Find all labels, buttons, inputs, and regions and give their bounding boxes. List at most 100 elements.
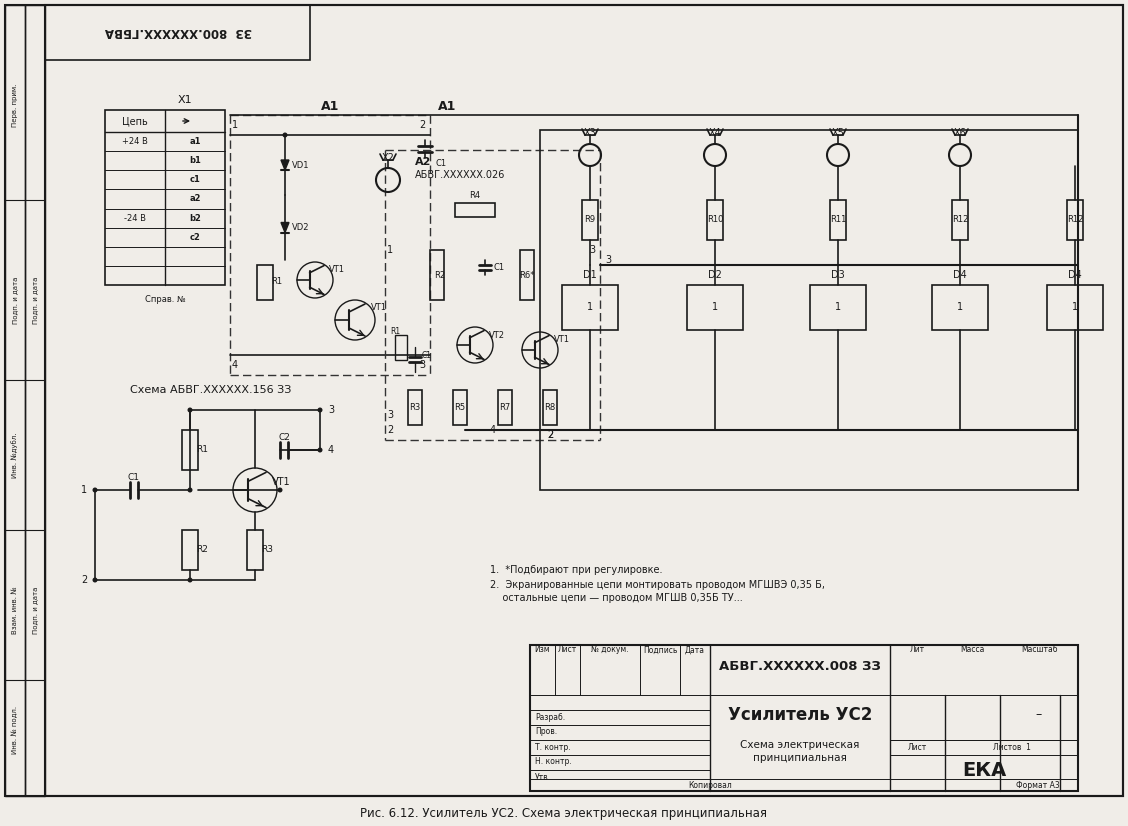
Text: Листов  1: Листов 1 xyxy=(993,743,1031,752)
Text: Разраб.: Разраб. xyxy=(535,713,565,721)
Bar xyxy=(952,200,968,240)
Bar xyxy=(408,390,422,425)
Text: 3: 3 xyxy=(589,245,596,255)
Text: R2: R2 xyxy=(196,545,208,554)
Bar xyxy=(520,250,534,300)
Text: D3: D3 xyxy=(831,270,845,280)
Circle shape xyxy=(187,407,193,412)
Circle shape xyxy=(187,487,193,492)
Bar xyxy=(257,265,273,300)
Text: остальные цепи — проводом МГШВ 0,35Б ТУ...: остальные цепи — проводом МГШВ 0,35Б ТУ.… xyxy=(490,593,742,603)
Circle shape xyxy=(317,448,323,453)
Bar xyxy=(582,200,598,240)
Text: Подп. и дата: Подп. и дата xyxy=(12,277,18,324)
Bar xyxy=(543,390,557,425)
Circle shape xyxy=(187,577,193,582)
Text: Масштаб: Масштаб xyxy=(1021,645,1057,654)
Text: VT1: VT1 xyxy=(371,303,387,312)
Text: C2: C2 xyxy=(279,434,290,443)
Bar xyxy=(932,285,988,330)
Text: X5: X5 xyxy=(831,128,845,138)
Circle shape xyxy=(317,407,323,412)
Text: R9: R9 xyxy=(584,216,596,225)
Text: 1: 1 xyxy=(1072,302,1078,312)
Text: R3: R3 xyxy=(261,545,273,554)
Text: Подпись: Подпись xyxy=(643,645,677,654)
Text: Схема АБВГ.XXXXXX.156 ЗЗ: Схема АБВГ.XXXXXX.156 ЗЗ xyxy=(130,385,291,395)
Text: ЗЗ  800.XXXXXX.ГБВА: ЗЗ 800.XXXXXX.ГБВА xyxy=(105,26,252,39)
Text: VT1: VT1 xyxy=(329,265,345,274)
Bar xyxy=(540,130,1078,490)
Bar xyxy=(707,200,723,240)
Text: R12: R12 xyxy=(952,216,968,225)
Text: A1: A1 xyxy=(438,101,456,113)
Text: a1: a1 xyxy=(190,137,201,146)
Text: C1: C1 xyxy=(435,159,447,168)
Bar xyxy=(45,5,310,60)
Text: R7: R7 xyxy=(500,402,511,411)
Text: X2: X2 xyxy=(381,153,395,163)
Text: Схема электрическая: Схема электрическая xyxy=(740,740,860,750)
Text: R6*: R6* xyxy=(519,270,535,279)
Bar xyxy=(395,335,407,360)
Text: 1: 1 xyxy=(835,302,841,312)
Text: D4: D4 xyxy=(953,270,967,280)
Text: b2: b2 xyxy=(190,214,201,222)
Text: 4: 4 xyxy=(490,425,495,435)
Text: A1: A1 xyxy=(320,101,340,113)
Bar xyxy=(830,200,846,240)
Text: АБВГ.XXXXXX.026: АБВГ.XXXXXX.026 xyxy=(415,170,505,180)
Text: Лист: Лист xyxy=(557,645,576,654)
Text: Инв. №дубл.: Инв. №дубл. xyxy=(11,432,18,477)
Text: Подп. и дата: Подп. и дата xyxy=(32,277,38,324)
Circle shape xyxy=(92,577,97,582)
Text: a2: a2 xyxy=(190,194,201,203)
Text: Справ. №: Справ. № xyxy=(144,296,185,305)
Text: Т. контр.: Т. контр. xyxy=(535,743,571,752)
Text: b1: b1 xyxy=(190,156,201,165)
Text: VT1: VT1 xyxy=(272,477,290,487)
Text: X1: X1 xyxy=(178,95,192,105)
Text: 1: 1 xyxy=(387,245,393,255)
Text: R8: R8 xyxy=(545,402,556,411)
Text: Утв.: Утв. xyxy=(535,772,550,781)
Text: X4: X4 xyxy=(708,128,722,138)
Text: D4: D4 xyxy=(1068,270,1082,280)
Text: 2: 2 xyxy=(418,120,425,130)
Text: C1: C1 xyxy=(494,263,505,272)
Text: 1: 1 xyxy=(81,485,87,495)
Text: X6: X6 xyxy=(953,128,967,138)
Text: Н. контр.: Н. контр. xyxy=(535,757,572,767)
Text: Копировал: Копировал xyxy=(688,781,732,790)
Text: № докум.: № докум. xyxy=(591,645,628,654)
Bar xyxy=(182,430,199,470)
Text: Подп. и дата: Подп. и дата xyxy=(32,586,38,634)
Text: X3: X3 xyxy=(583,128,597,138)
Bar xyxy=(430,250,444,300)
Text: R1: R1 xyxy=(272,278,282,287)
Text: Усилитель УС2: Усилитель УС2 xyxy=(728,706,872,724)
Text: 4: 4 xyxy=(328,445,334,455)
Bar xyxy=(247,530,263,570)
Text: R2: R2 xyxy=(434,270,446,279)
Bar xyxy=(455,203,495,217)
Text: ЕКА: ЕКА xyxy=(962,761,1006,780)
Text: VT1: VT1 xyxy=(554,335,570,344)
Text: Масса: Масса xyxy=(960,645,985,654)
Text: C1: C1 xyxy=(422,350,432,359)
Text: АБВГ.XXXXXX.008 ЗЗ: АБВГ.XXXXXX.008 ЗЗ xyxy=(719,661,881,673)
Circle shape xyxy=(277,487,282,492)
Text: –: – xyxy=(1036,709,1042,721)
Text: R1: R1 xyxy=(390,327,400,336)
Text: Пров.: Пров. xyxy=(535,728,557,737)
Text: c2: c2 xyxy=(190,233,201,242)
Text: 1: 1 xyxy=(712,302,719,312)
Circle shape xyxy=(92,487,97,492)
Text: VD1: VD1 xyxy=(292,160,309,169)
Text: R11: R11 xyxy=(830,216,846,225)
Bar xyxy=(497,390,512,425)
Text: 1: 1 xyxy=(232,120,238,130)
Bar xyxy=(105,110,224,285)
Text: D2: D2 xyxy=(708,270,722,280)
Bar xyxy=(182,530,199,570)
